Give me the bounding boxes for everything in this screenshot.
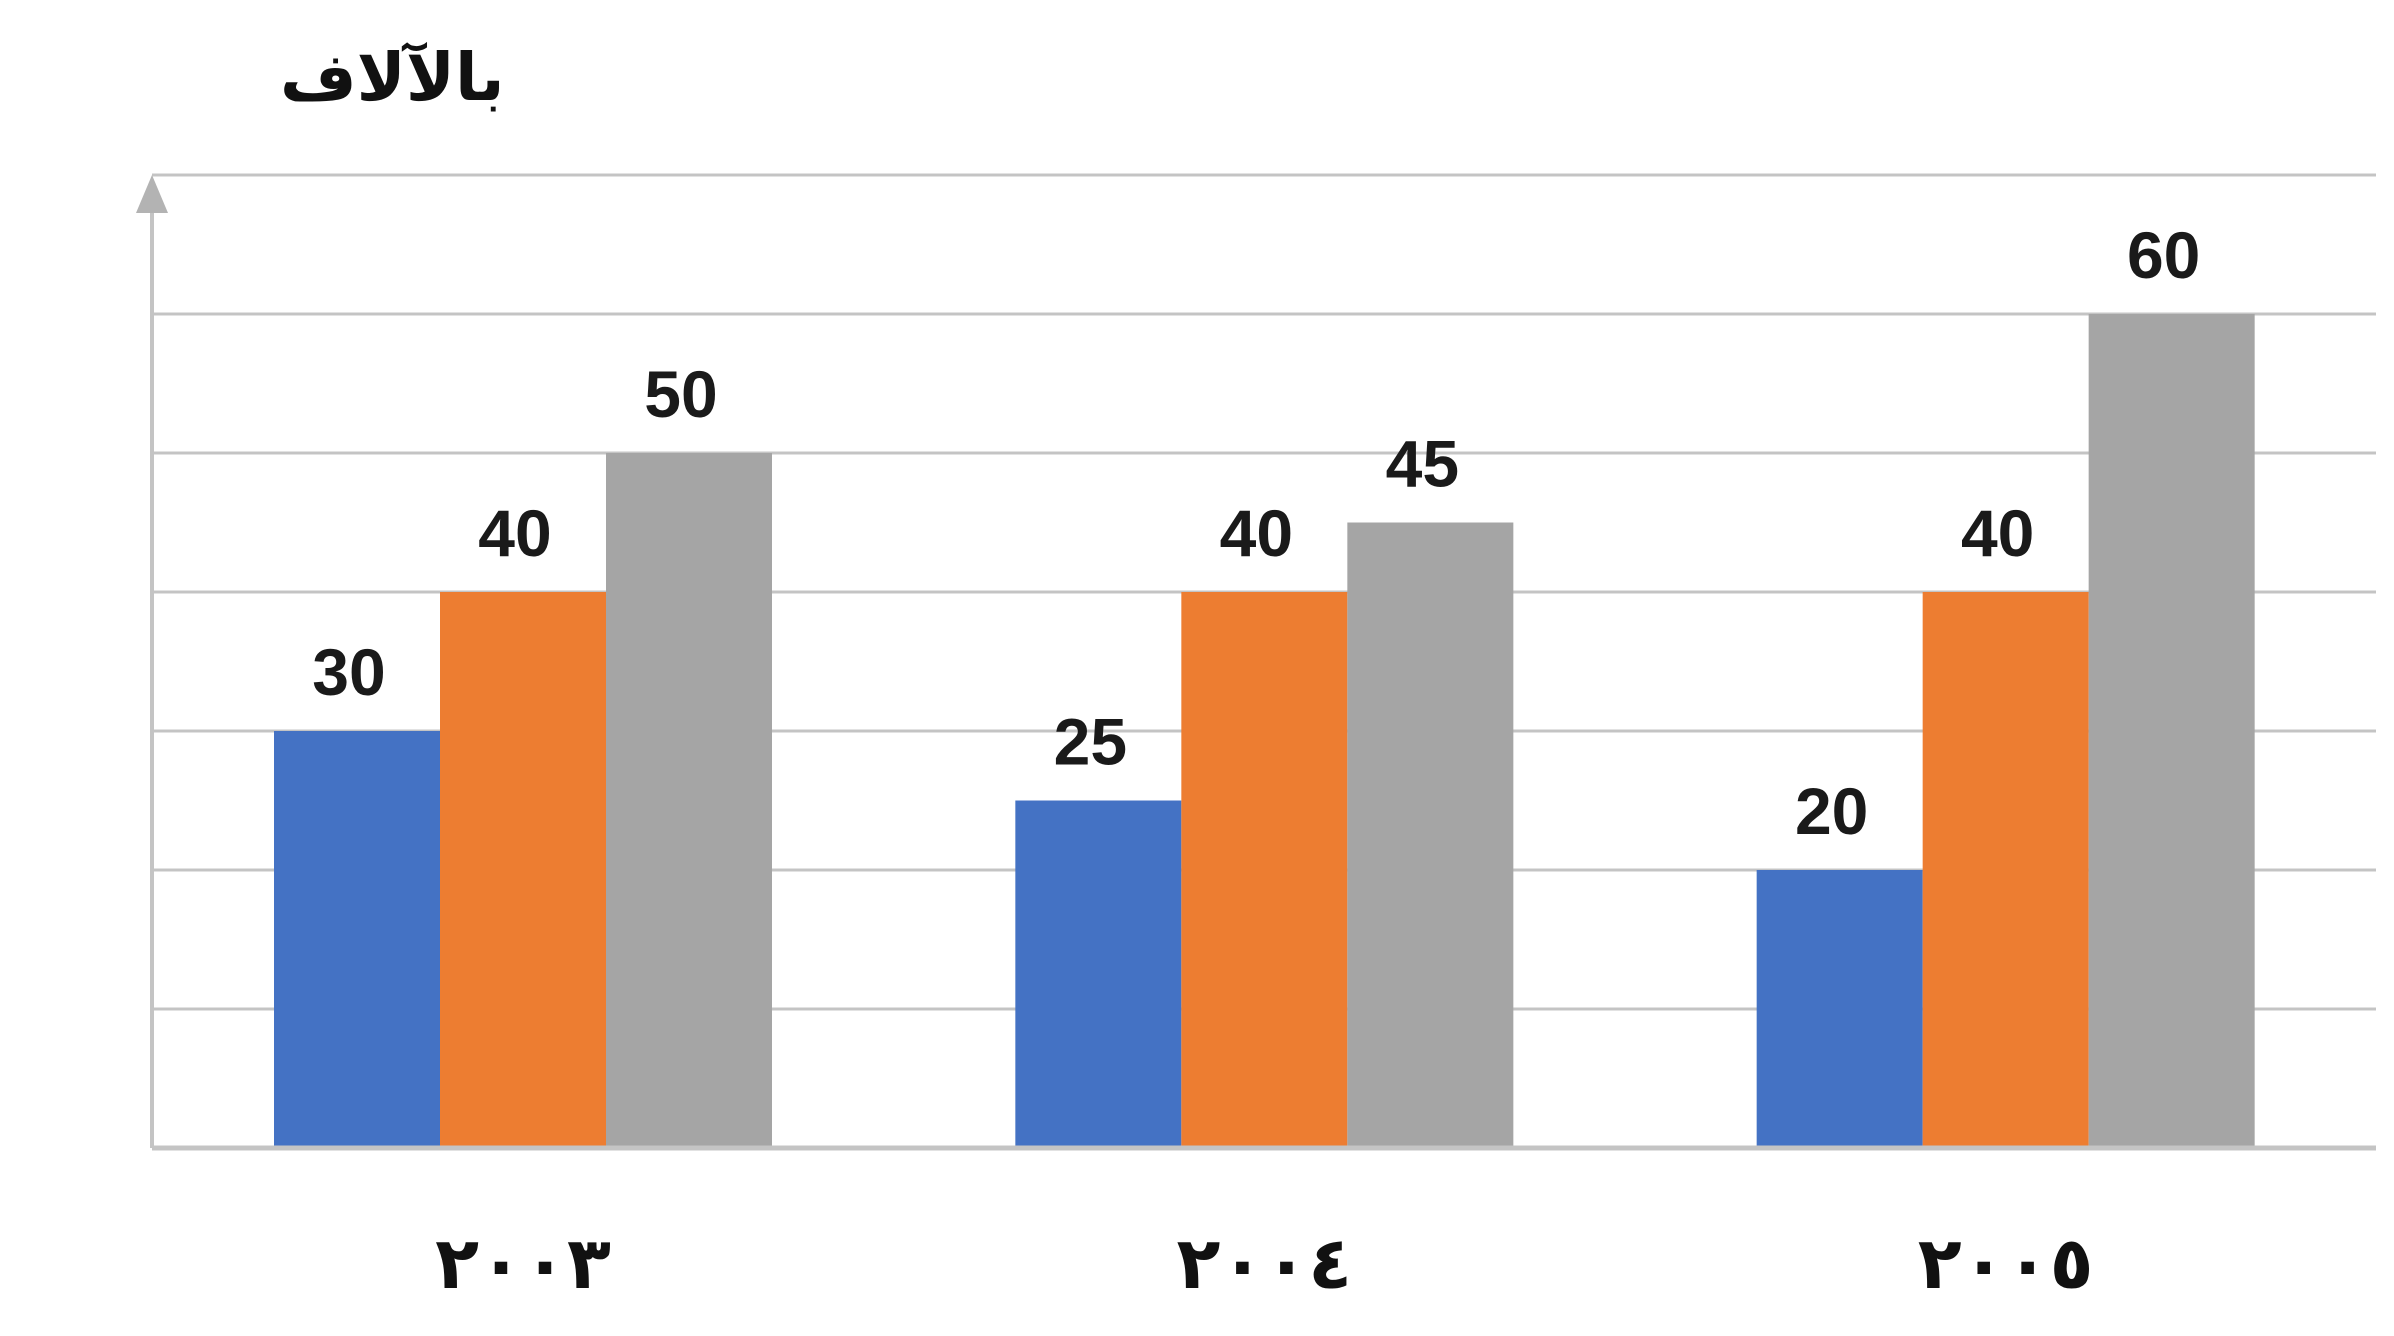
y-axis bbox=[136, 175, 168, 1148]
data-label: 45 bbox=[1386, 427, 1459, 501]
bar bbox=[1181, 592, 1348, 1148]
bar bbox=[1922, 592, 2089, 1148]
data-label: 20 bbox=[1795, 774, 1868, 848]
bar bbox=[2088, 314, 2255, 1148]
bar bbox=[1015, 800, 1182, 1148]
bar bbox=[440, 592, 606, 1148]
x-tick-label: ٢٠٠٥ bbox=[1918, 1221, 2094, 1305]
unit-label: بالآلاف bbox=[280, 39, 505, 116]
bar bbox=[606, 453, 772, 1148]
data-label: 30 bbox=[312, 635, 385, 709]
x-axis: ٢٠٠٣ ٢٠٠٤ ٢٠٠٥ bbox=[152, 1145, 2376, 1305]
x-tick-label: ٢٠٠٣ bbox=[435, 1221, 611, 1305]
bar bbox=[274, 731, 440, 1148]
data-labels: 30 40 50 25 40 45 20 40 60 bbox=[312, 218, 2200, 848]
data-label: 50 bbox=[644, 357, 717, 431]
data-label: 40 bbox=[1220, 496, 1293, 570]
data-label: 25 bbox=[1054, 705, 1127, 779]
data-label: 60 bbox=[2127, 218, 2200, 292]
data-label: 40 bbox=[1961, 496, 2034, 570]
data-label: 40 bbox=[478, 496, 551, 570]
x-tick-label: ٢٠٠٤ bbox=[1176, 1221, 1352, 1305]
bar bbox=[1347, 522, 1514, 1148]
bars bbox=[274, 314, 2255, 1148]
y-axis-arrow bbox=[136, 175, 168, 213]
bar bbox=[1756, 870, 1923, 1148]
